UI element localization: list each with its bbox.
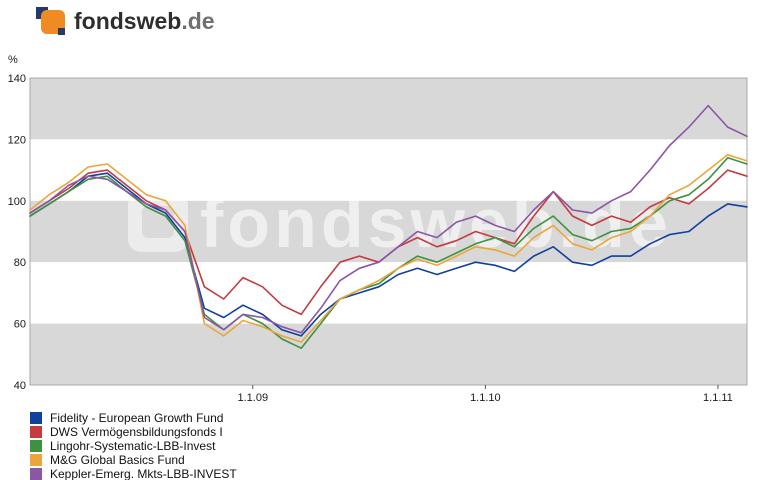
y-axis-tick-label: 120 — [8, 134, 26, 146]
legend-item: DWS Vermögensbildungsfonds I — [30, 425, 237, 439]
header: fondsweb.de — [36, 7, 215, 39]
y-axis-tick-label: 80 — [14, 257, 26, 269]
fondsweb-logo-icon — [36, 7, 65, 36]
series-line-keppler-emerg-mkts-lbb-invest — [29, 104, 748, 334]
plot-band — [30, 139, 747, 201]
x-axis-tick-label: 1.1.11 — [703, 392, 733, 404]
fondsweb-logo-text: fondsweb.de — [74, 8, 215, 35]
performance-line-chart: fondsweb.de 140 120 100 80 60 40% 1.1.09 1.1.10 1… — [8, 54, 748, 404]
legend-item: Lingohr-Systematic-LBB-Invest — [30, 439, 237, 453]
legend-label: Keppler-Emerg. Mkts-LBB-INVEST — [50, 467, 237, 480]
legend-color-swatch — [30, 426, 42, 438]
x-axis-tick-label: 1.1.10 — [470, 392, 501, 404]
chart-legend: Fidelity - European Growth Fund DWS Vermö… — [30, 411, 237, 480]
legend-color-swatch — [30, 412, 42, 424]
plot-band — [30, 78, 747, 140]
watermark-logo-icon-inner — [142, 206, 174, 238]
legend-item: Keppler-Emerg. Mkts-LBB-INVEST — [30, 467, 237, 480]
legend-color-swatch — [30, 454, 42, 466]
x-axis-tick-label: 1.1.09 — [238, 392, 269, 404]
logo-text-fonds: fonds — [74, 8, 137, 34]
legend-label: Lingohr-Systematic-LBB-Invest — [50, 439, 216, 453]
y-axis-unit-label: % — [8, 54, 18, 66]
plot-border — [29, 77, 748, 386]
legend-item: Fidelity - European Growth Fund — [30, 411, 237, 425]
watermark-text: fondsweb.de — [200, 184, 672, 262]
logo-text-web: web — [136, 8, 182, 34]
legend-item: M&G Global Basics Fund — [30, 453, 237, 467]
y-axis-tick-label: 40 — [14, 380, 26, 392]
logo-navy-square-bottomright — [58, 28, 65, 35]
legend-label: M&G Global Basics Fund — [50, 453, 185, 467]
legend-color-swatch — [30, 440, 42, 452]
series-line-m-g-global-basics-fund — [29, 154, 748, 343]
plot-band — [30, 323, 747, 385]
logo-text-de: .de — [181, 8, 215, 34]
series-line-lingohr-systematic-lbb-invest — [29, 157, 748, 350]
fondsweb-logo[interactable]: fondsweb.de — [36, 7, 215, 36]
y-axis-tick-label: 100 — [8, 196, 26, 208]
legend-label: DWS Vermögensbildungsfonds I — [50, 425, 223, 439]
legend-label: Fidelity - European Growth Fund — [50, 411, 224, 425]
legend-color-swatch — [30, 468, 42, 480]
plot-band — [30, 262, 747, 324]
watermark-logo-icon — [128, 192, 188, 252]
y-axis-tick-label: 140 — [8, 73, 26, 85]
y-axis-tick-label: 60 — [14, 319, 26, 331]
